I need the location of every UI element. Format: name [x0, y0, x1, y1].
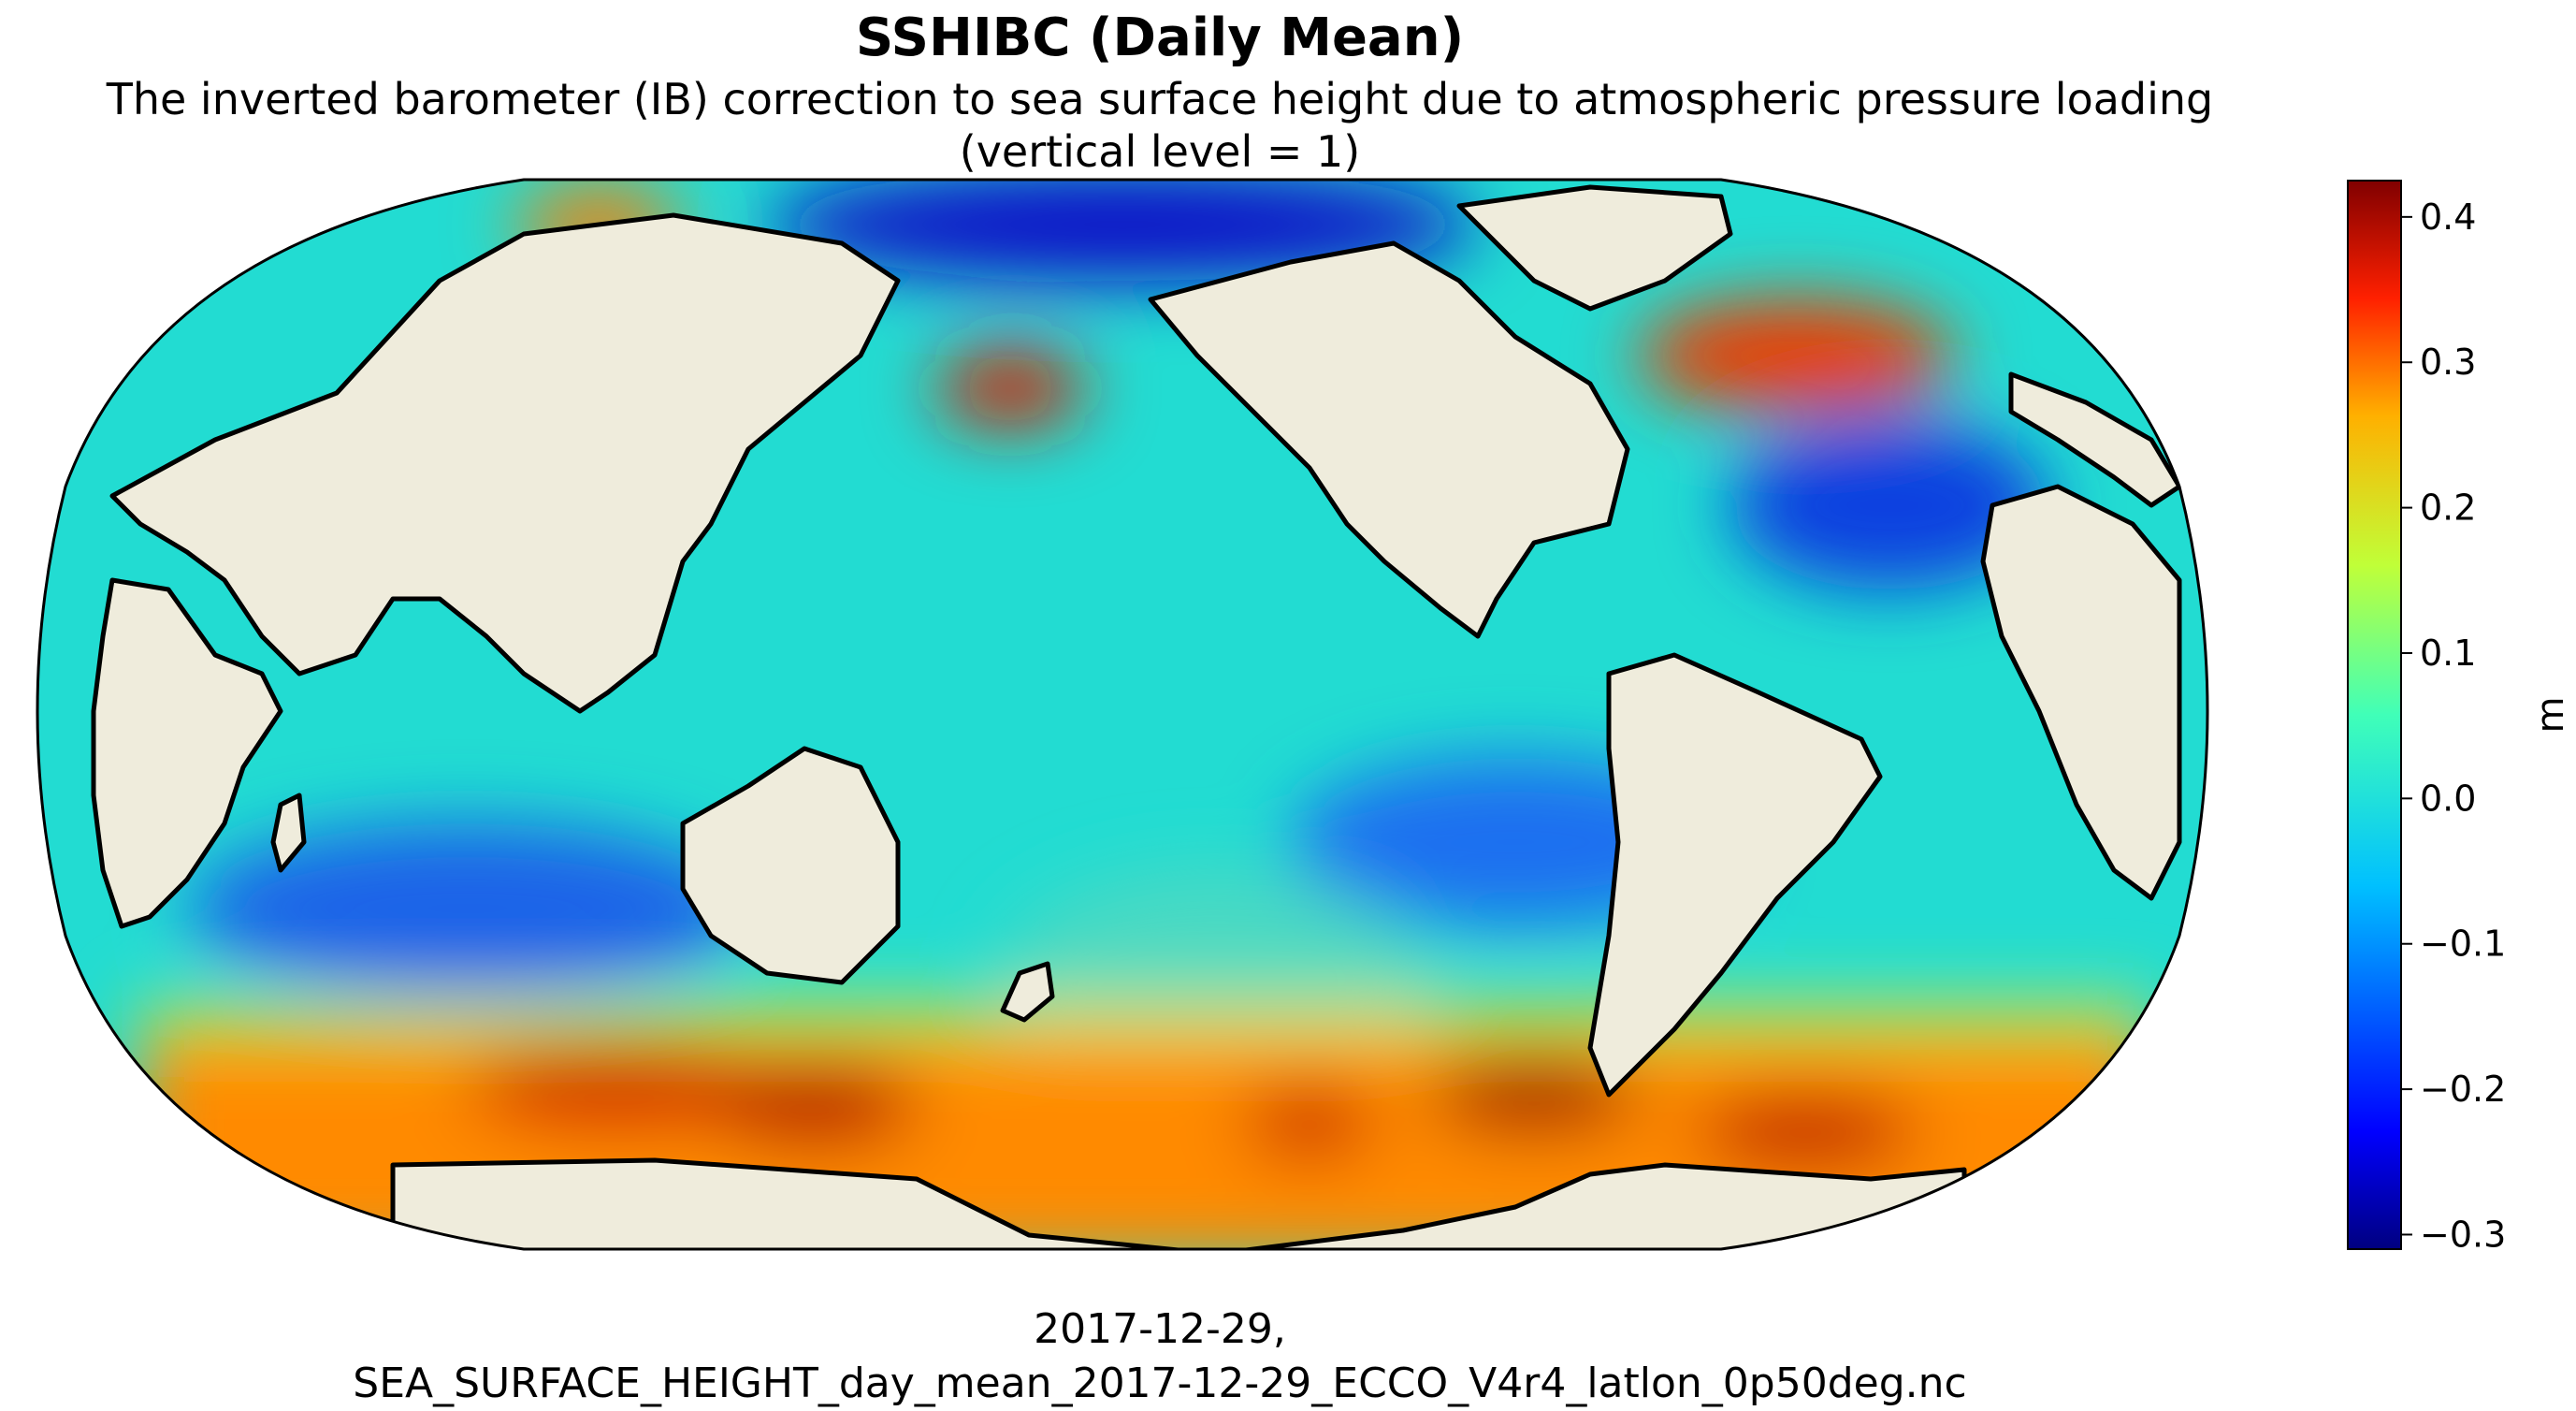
new-zealand [1000, 961, 1055, 1023]
chart-title: SSHIBC (Daily Mean) [855, 7, 1465, 68]
eurasia [109, 212, 901, 714]
south-america [1587, 652, 1883, 1098]
north-america [1148, 240, 1630, 639]
bering-high [935, 351, 1085, 426]
map-frame [36, 178, 2209, 1251]
chart-footer: 2017-12-29, SEA_SURFACE_HEIGHT_day_mean_… [0, 1302, 2320, 1411]
arctic-low [767, 180, 1478, 281]
australia [680, 746, 901, 985]
madagascar [270, 793, 307, 873]
colorbar-tick-label: 0.1 [2420, 633, 2476, 674]
footer-date: 2017-12-29, [1034, 1305, 1286, 1353]
chart-subtitle: The inverted barometer (IB) correction t… [0, 73, 2320, 178]
colorbar-tick-label: 0.2 [2420, 487, 2476, 529]
europe-north [2008, 371, 2182, 508]
africa-west [1980, 484, 2182, 901]
colorbar-tick-label: −0.3 [2420, 1214, 2506, 1255]
footer-filename: SEA_SURFACE_HEIGHT_day_mean_2017-12-29_E… [353, 1360, 1967, 1407]
colorbar-label: m [2529, 697, 2572, 734]
colorbar-ticks: 0.4 0.3 0.2 0.1 0.0 −0.1 −0.2 −0.3 [2401, 196, 2506, 1255]
greenland [1456, 184, 1733, 312]
southern-high-2 [711, 1062, 917, 1146]
colorbar-tick-label: 0.3 [2420, 342, 2476, 383]
north-atlantic-high [1637, 299, 1955, 412]
azores-low [1730, 421, 2048, 589]
colorbar-tick-label: 0.0 [2420, 778, 2476, 819]
colorbar-tick-label: −0.2 [2420, 1069, 2506, 1110]
subtitle-line-2: (vertical level = 1) [959, 126, 1361, 177]
colorbar-tick-label: 0.4 [2420, 196, 2476, 238]
south-indian-low [187, 823, 748, 992]
land-masses [91, 184, 2182, 1249]
ocean-field [37, 180, 2207, 1249]
yellow-transition [140, 1001, 2151, 1039]
drake-high [1431, 1057, 1637, 1132]
colorbar-tick-label: −0.1 [2420, 924, 2506, 965]
africa [91, 577, 283, 929]
colorbar-gradient [2347, 180, 2402, 1250]
southern-high-1 [468, 1043, 767, 1127]
subtitle-line-1: The inverted barometer (IB) correction t… [106, 74, 2214, 124]
weddell-high [1693, 1095, 1918, 1170]
ross-high [1244, 1090, 1375, 1156]
